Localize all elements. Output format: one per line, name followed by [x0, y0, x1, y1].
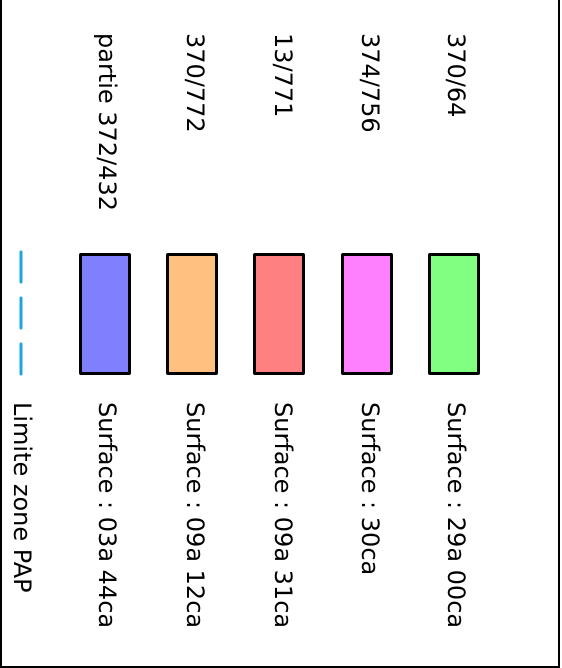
parcel-label-372-432: partie 372/432: [93, 33, 121, 211]
surface-label-370-64: Surface : 29a 00ca: [442, 402, 470, 629]
parcel-swatch-372-432: [79, 253, 131, 375]
parcel-label-370-64: 370/64: [442, 33, 470, 118]
surface-label-13-771: Surface : 09a 31ca: [269, 402, 297, 629]
parcel-swatch-370-64: [428, 253, 480, 375]
parcel-label-13-771: 13/771: [269, 33, 297, 118]
parcel-label-370-772: 370/772: [181, 33, 209, 133]
pap-boundary-label: Limite zone PAP: [8, 402, 36, 593]
parcel-swatch-370-772: [166, 253, 218, 375]
parcel-label-374-756: 374/756: [356, 33, 384, 133]
surface-label-372-432: Surface : 03a 44ca: [93, 402, 121, 629]
pap-boundary-line: [19, 250, 23, 380]
parcel-swatch-374-756: [341, 253, 393, 375]
surface-label-370-772: Surface : 09a 12ca: [181, 402, 209, 629]
parcel-swatch-13-771: [253, 253, 305, 375]
surface-label-374-756: Surface : 30ca: [356, 402, 384, 576]
